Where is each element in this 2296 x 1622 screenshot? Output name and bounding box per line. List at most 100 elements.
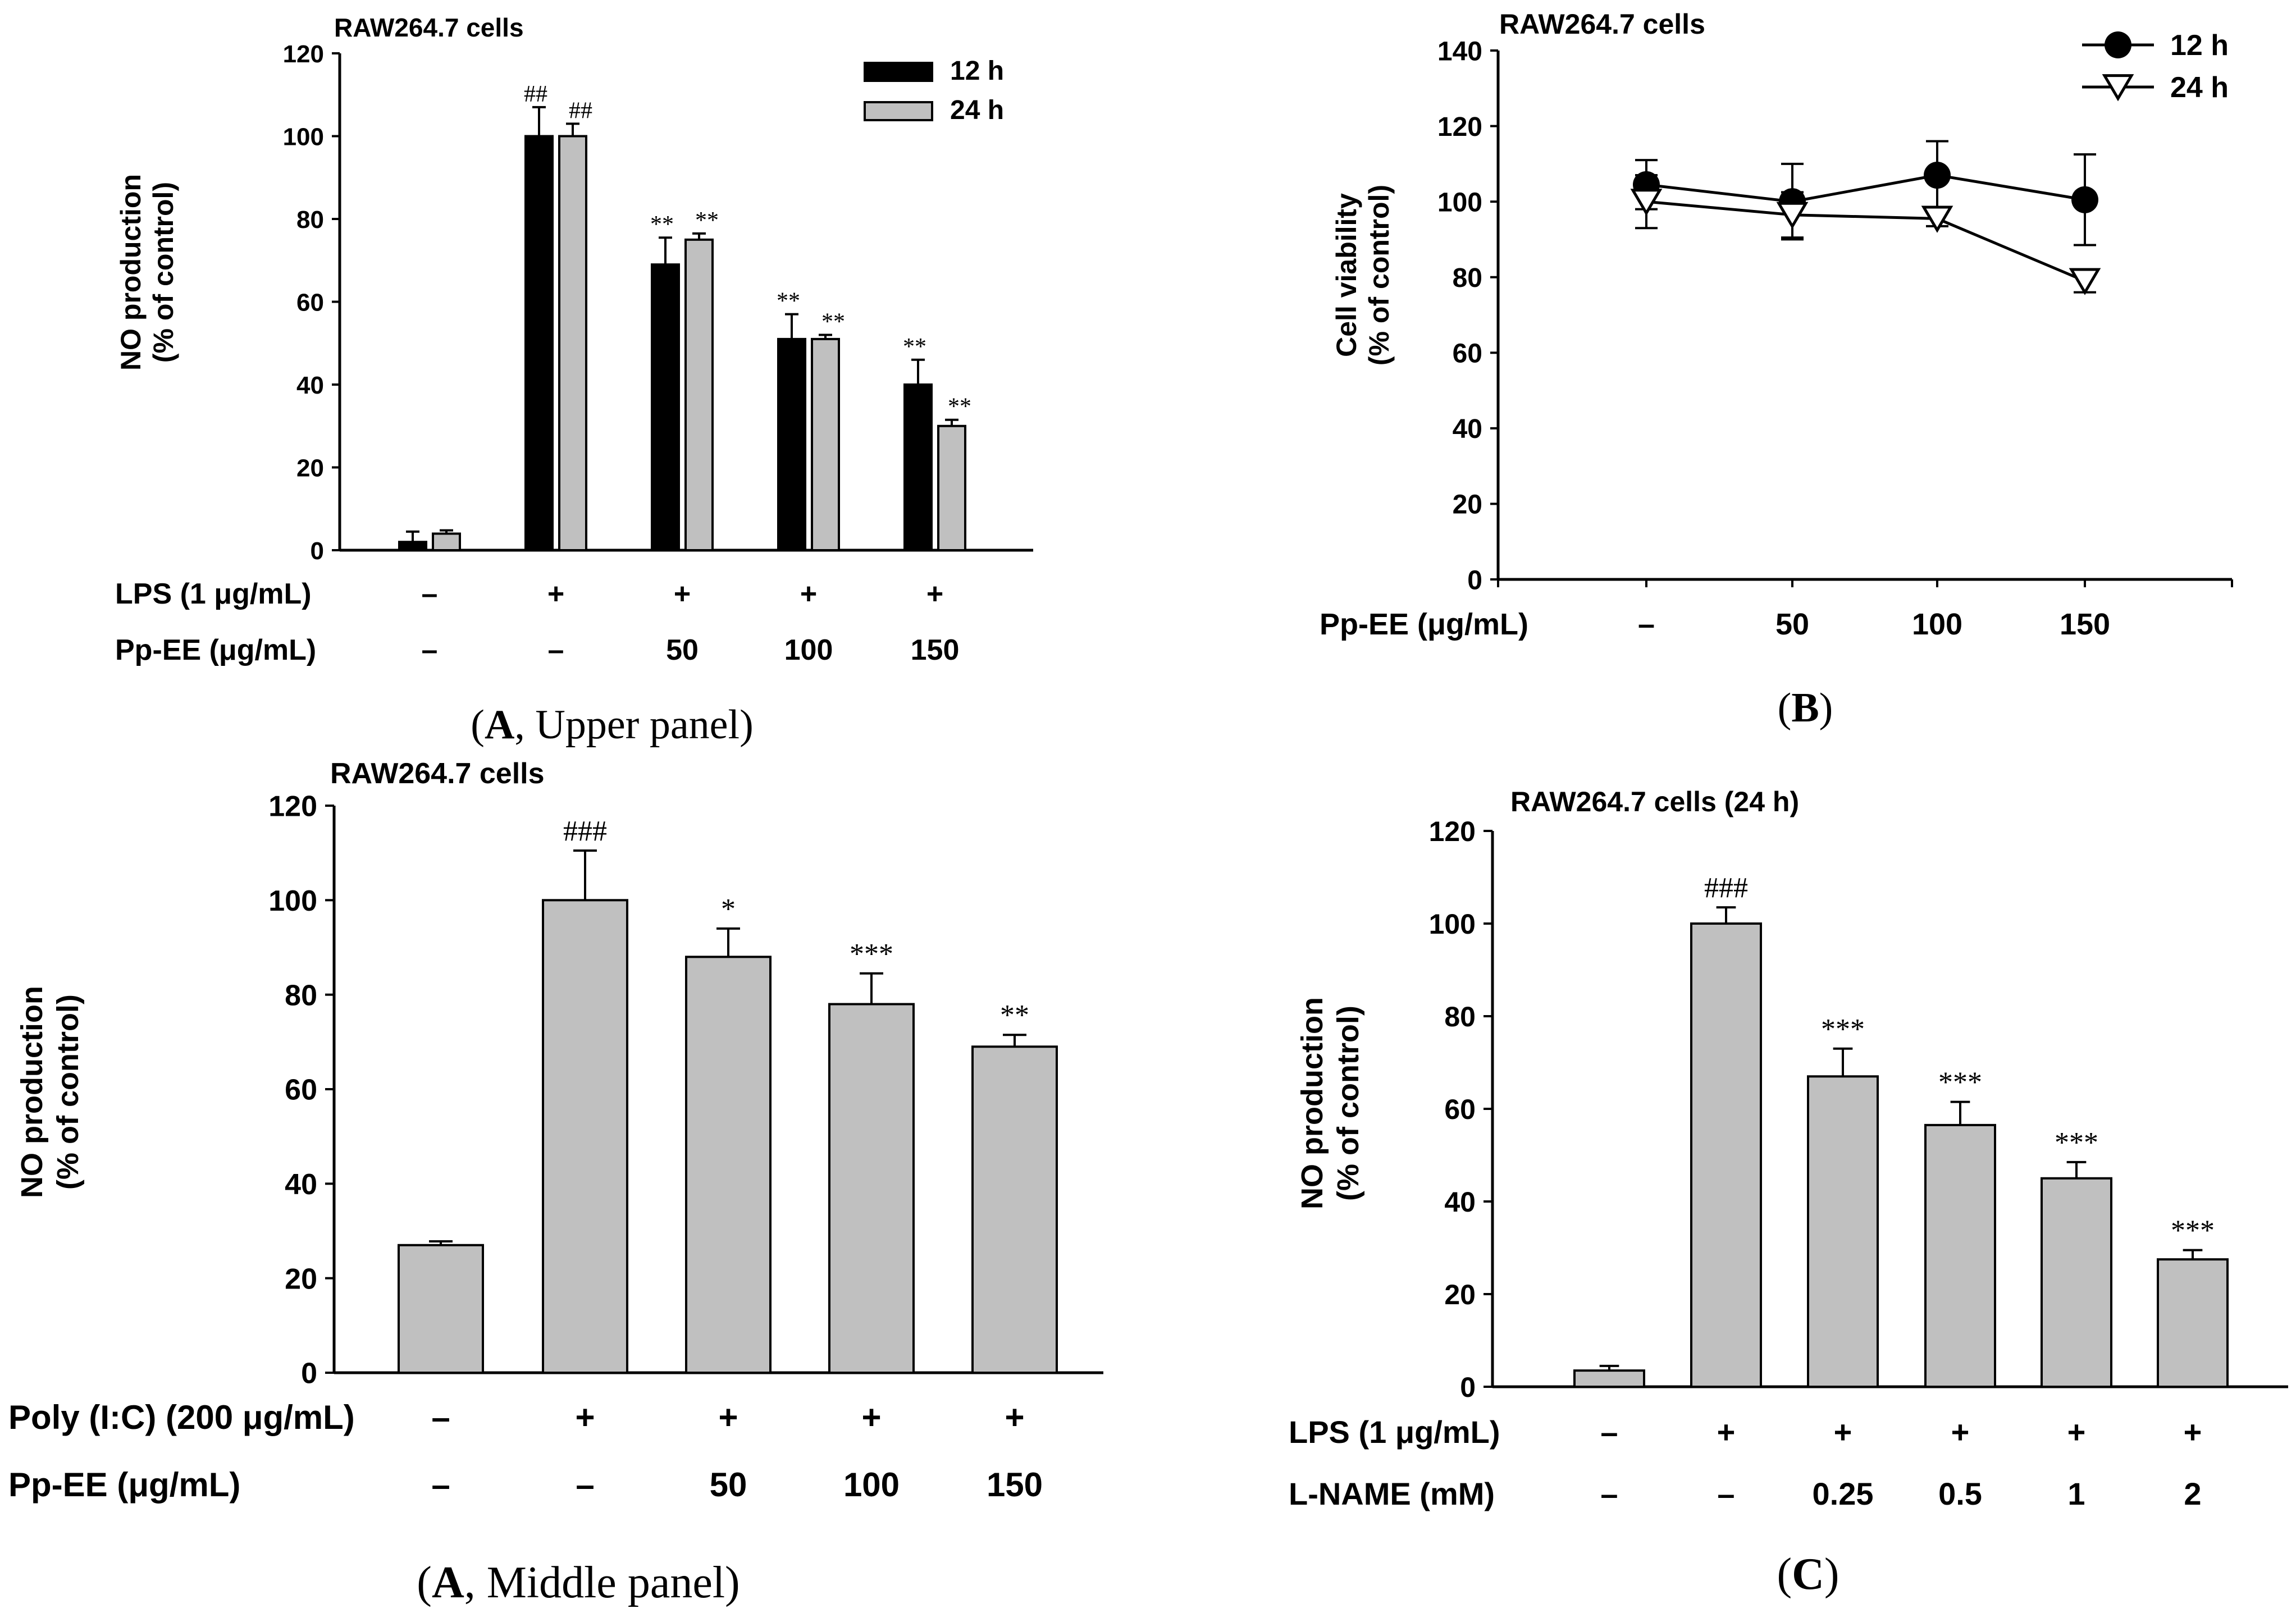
- y-axis-label: NO production(% of control): [115, 174, 179, 371]
- series-line: [1646, 173, 2085, 203]
- category-label: 100: [843, 1466, 900, 1504]
- bar: [685, 956, 772, 1374]
- significance-label: **: [777, 289, 800, 314]
- y-tick-label: 100: [283, 123, 324, 150]
- legend-marker: [2105, 31, 2131, 58]
- significance-label: **: [948, 394, 971, 420]
- legend-label: 24 h: [950, 95, 1004, 125]
- y-tick-label: 20: [1453, 490, 1482, 520]
- category-label: +: [1951, 1414, 1970, 1450]
- category-label: 1: [2067, 1476, 2085, 1511]
- data-point: [1776, 202, 1809, 230]
- caption-letter: A: [432, 1558, 464, 1607]
- legend-marker: [2102, 74, 2134, 102]
- significance-label: ***: [850, 938, 893, 970]
- row-label: Pp-EE (μg/mL): [8, 1466, 240, 1504]
- bar: [684, 238, 714, 551]
- bar: [937, 424, 966, 551]
- y-tick-label: 20: [296, 454, 324, 482]
- row-label: Poly (I:C) (200 μg/mL): [8, 1399, 355, 1436]
- chart-title: RAW264.7 cells (24 h): [1510, 786, 1799, 817]
- chart-title: RAW264.7 cells: [334, 13, 524, 42]
- category-label: 0.25: [1813, 1476, 1874, 1511]
- bar: [828, 1003, 915, 1374]
- caption-rest: , Middle panel): [464, 1558, 740, 1607]
- y-tick-label: 40: [1453, 414, 1482, 444]
- category-label: +: [1717, 1414, 1736, 1450]
- significance-label: **: [695, 208, 719, 234]
- panel-caption: (C): [1777, 1550, 1839, 1599]
- row-label: LPS (1 μg/mL): [115, 578, 312, 610]
- significance-label: ***: [1938, 1067, 1982, 1099]
- category-label: +: [2067, 1414, 2086, 1450]
- panel-caption: (A, Middle panel): [417, 1558, 740, 1607]
- y-tick-label: 60: [296, 289, 324, 316]
- category-label: –: [1717, 1476, 1734, 1511]
- bar: [971, 1045, 1058, 1374]
- bar: [1573, 1369, 1645, 1388]
- category-label: +: [718, 1399, 738, 1436]
- category-label: +: [1834, 1414, 1852, 1450]
- caption-letter: B: [1791, 685, 1819, 731]
- bar: [2041, 1177, 2112, 1388]
- significance-label: **: [821, 309, 845, 335]
- chart-title: RAW264.7 cells: [330, 757, 545, 790]
- y-tick-label: 100: [268, 885, 317, 917]
- y-axis-label-line: NO production: [1295, 997, 1329, 1209]
- caption-rest: , Upper panel): [514, 702, 753, 748]
- legend-swatch: [864, 62, 933, 82]
- row-label: LPS (1 μg/mL): [1289, 1414, 1500, 1450]
- data-point: [1924, 162, 1951, 189]
- y-axis-label-line: (% of control): [1363, 185, 1395, 365]
- y-tick-label: 120: [1429, 816, 1476, 847]
- caption-rest: ): [1824, 1550, 1839, 1599]
- y-axis-label: Cell viability(% of control): [1331, 185, 1395, 365]
- category-label: 150: [911, 634, 960, 666]
- chart-title: RAW264.7 cells: [1499, 8, 1705, 40]
- significance-label: ***: [2171, 1215, 2215, 1247]
- category-label: 50: [666, 634, 699, 666]
- y-tick-label: 120: [283, 40, 324, 68]
- significance-label: *: [721, 893, 736, 925]
- bar: [542, 899, 628, 1374]
- data-point: [1630, 189, 1663, 216]
- bar: [1924, 1123, 1996, 1388]
- data-point: [2071, 186, 2098, 213]
- significance-label: ##: [524, 81, 547, 107]
- y-axis-label-line: (% of control): [148, 182, 179, 363]
- y-tick-label: 20: [1444, 1279, 1476, 1310]
- y-axis-label-line: NO production: [15, 986, 49, 1198]
- category-label: –: [576, 1466, 594, 1504]
- significance-label: ***: [2055, 1127, 2098, 1159]
- y-tick-label: 0: [311, 537, 324, 565]
- bar: [651, 263, 680, 551]
- bar: [398, 541, 427, 551]
- row-label: Pp-EE (μg/mL): [1320, 607, 1528, 641]
- caption-open: (: [1777, 1550, 1792, 1599]
- y-tick-label: 120: [1437, 112, 1482, 142]
- category-label: –: [1600, 1476, 1618, 1511]
- category-label: 150: [987, 1466, 1043, 1504]
- data-point: [1921, 205, 1953, 233]
- chart-B: 0 20 40 60 80 100 120 140 RAW264.7 cells Cell via…: [1320, 8, 2233, 731]
- category-label: –: [548, 634, 564, 666]
- category-label: 2: [2184, 1476, 2201, 1511]
- caption-open: (: [1778, 685, 1792, 731]
- y-tick-label: 140: [1437, 36, 1482, 66]
- y-tick-label: 80: [296, 206, 324, 234]
- series-line: [1646, 200, 2085, 282]
- y-axis-label: NO production(% of control): [15, 986, 85, 1198]
- y-tick-label: 0: [1460, 1372, 1476, 1403]
- row-label: L-NAME (mM): [1289, 1476, 1495, 1511]
- legend-label: 12 h: [2170, 29, 2229, 62]
- significance-label: **: [650, 212, 674, 237]
- y-tick-label: 80: [1453, 263, 1482, 293]
- significance-label: ##: [569, 98, 592, 124]
- caption-rest: ): [1819, 685, 1833, 731]
- y-axis-label-line: NO production: [115, 174, 147, 371]
- data-point: [2069, 268, 2101, 295]
- category-label: +: [575, 1399, 595, 1436]
- legend-label: 12 h: [950, 56, 1004, 86]
- category-label: +: [861, 1399, 881, 1436]
